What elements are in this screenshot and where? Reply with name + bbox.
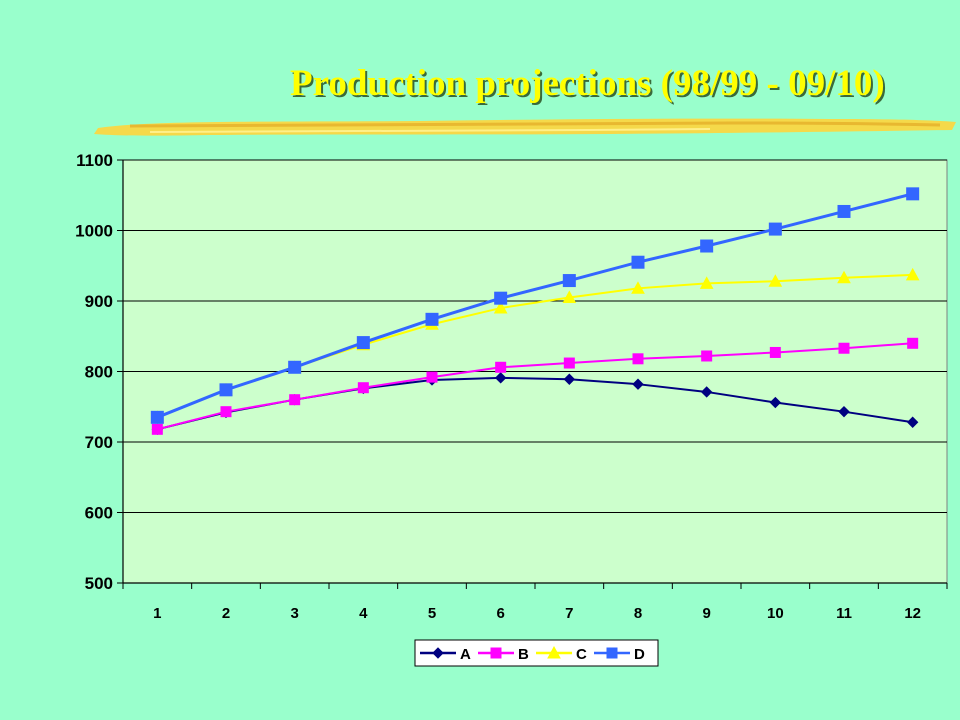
series-c-point <box>699 276 714 289</box>
series-d-point <box>425 312 439 326</box>
series-c-point <box>562 290 577 303</box>
series-b-point <box>151 423 163 435</box>
x-tick-label: 2 <box>222 605 230 622</box>
series-c-point <box>493 301 508 314</box>
series-b-point <box>907 337 919 349</box>
series-d-line <box>156 192 914 419</box>
x-tick-label: 3 <box>290 605 298 622</box>
x-tick-label: 7 <box>565 605 573 622</box>
series-d-point <box>150 410 164 424</box>
series-b-point <box>357 382 369 394</box>
legend: A B C D <box>414 639 659 667</box>
series-d-point <box>700 239 714 253</box>
legend-label-b: B <box>518 646 529 663</box>
series-c-point <box>837 270 851 284</box>
series-b-line <box>157 342 913 431</box>
legend-marker-a <box>432 647 444 659</box>
series-c-point <box>768 274 783 287</box>
series-a-point <box>563 373 576 385</box>
gridlines <box>123 159 947 513</box>
legend-label-c: C <box>576 646 587 663</box>
y-tick-label: 600 <box>85 504 113 523</box>
series-b-point <box>289 394 301 406</box>
y-tick-label: 1000 <box>75 222 113 241</box>
series-b-point <box>220 406 232 418</box>
x-tick-label: 9 <box>702 605 710 622</box>
y-tick-label: 900 <box>85 292 113 311</box>
legend-marker-c <box>547 645 561 659</box>
series-d-point <box>837 204 851 218</box>
series-a-point <box>906 416 919 428</box>
series-b-point <box>701 350 713 362</box>
x-tick-label: 11 <box>836 605 852 622</box>
series-d-point <box>219 383 233 397</box>
x-tick-label: 1 <box>153 605 161 622</box>
series-d-point <box>631 255 645 269</box>
series-a-point <box>494 372 507 384</box>
series-c-point <box>905 267 920 281</box>
y-tick-label: 500 <box>85 574 113 593</box>
x-tick-label: 4 <box>359 605 368 622</box>
series-d-point <box>906 187 920 201</box>
y-tick-label: 700 <box>85 433 113 452</box>
x-tick-label: 12 <box>904 605 921 622</box>
y-tick-label: 1100 <box>76 151 113 170</box>
series-b-point <box>563 357 575 369</box>
series-b-point <box>632 353 644 365</box>
series-b-point <box>426 371 438 383</box>
series-d-point <box>288 360 302 374</box>
y-tick-label: 800 <box>85 363 113 382</box>
series-d-point <box>356 336 370 350</box>
series-b <box>151 337 919 435</box>
x-tick-label: 10 <box>767 605 784 622</box>
series-b-point <box>769 346 781 358</box>
x-tick-label: 6 <box>496 605 504 622</box>
slide-title: Production projections (98/99 - 09/10) <box>290 63 885 104</box>
legend-marker-d <box>606 647 618 659</box>
legend-label-a: A <box>460 646 471 663</box>
series-d-point <box>562 274 576 288</box>
legend-marker-b <box>490 647 502 659</box>
series-a-point <box>632 378 644 390</box>
x-tick-label: 8 <box>634 605 642 622</box>
series-d <box>150 187 920 424</box>
x-tick-label: 5 <box>428 605 436 622</box>
series-b-point <box>495 361 507 373</box>
series-c-point <box>631 281 645 294</box>
series-b-point <box>838 342 850 354</box>
series-a-point <box>838 405 850 418</box>
series-a-point <box>769 396 782 409</box>
series-a-point <box>700 386 713 398</box>
series-d-point <box>768 222 782 236</box>
series-d-point <box>494 291 508 305</box>
legend-label-d: D <box>634 646 645 663</box>
title-underline-brushstroke <box>94 118 956 136</box>
series-lines <box>150 187 920 436</box>
